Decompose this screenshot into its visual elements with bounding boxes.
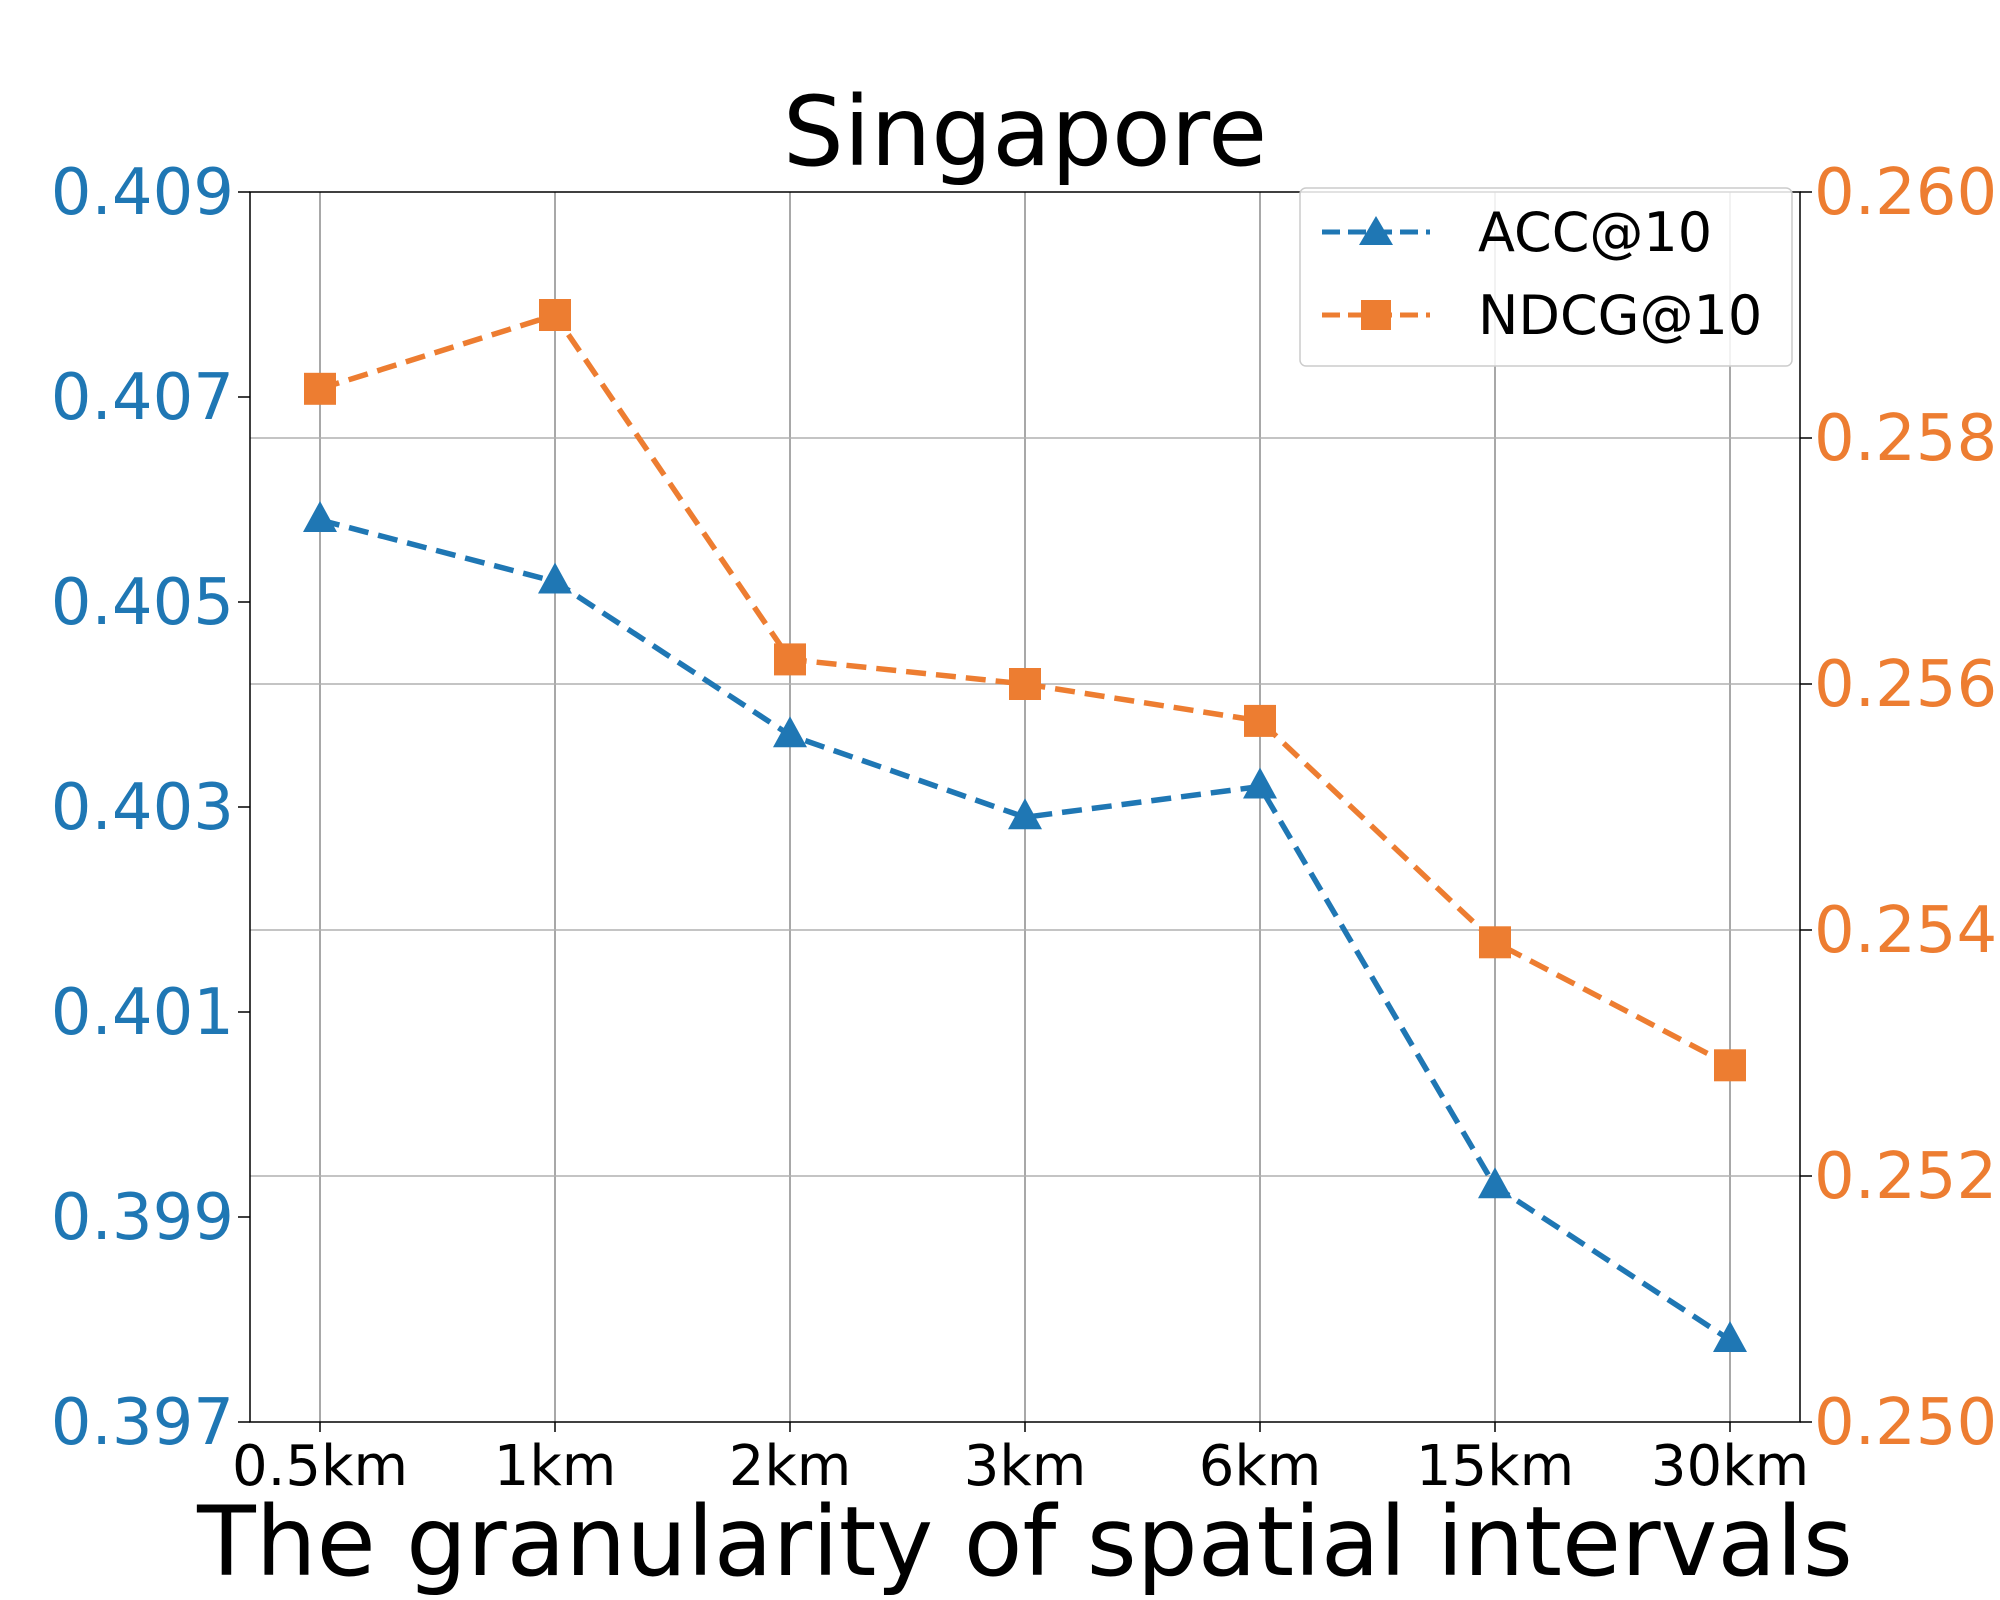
data-point-ndcg-10: [1009, 668, 1041, 700]
x-tick-label: 2km: [729, 1434, 852, 1499]
x-tick-label: 6km: [1199, 1434, 1322, 1499]
legend-acc-marker: [1359, 216, 1393, 245]
y-left-tick-label: 0.409: [51, 156, 234, 230]
legend: ACC@10 NDCG@10: [1299, 187, 1793, 367]
data-point-acc-10: [1478, 1167, 1512, 1199]
legend-box: [1299, 187, 1793, 367]
data-point-acc-10: [538, 562, 572, 594]
y-left-tick-label: 0.403: [51, 771, 234, 845]
series: [303, 299, 1747, 1352]
y-right-tick-label: 0.250: [1814, 1386, 1997, 1460]
chart-title: Singapore: [783, 76, 1267, 188]
y-right-tick-label: 0.256: [1814, 648, 1997, 722]
y-left-tick-label: 0.405: [51, 566, 234, 640]
data-point-ndcg-10: [304, 372, 336, 405]
legend-ndcg-label: NDCG@10: [1478, 284, 1762, 347]
data-point-ndcg-10: [1714, 1049, 1746, 1082]
data-point-acc-10: [1713, 1321, 1747, 1352]
data-point-ndcg-10: [1479, 926, 1511, 959]
x-tick-label: 30km: [1651, 1434, 1809, 1499]
y-right-tick-label: 0.260: [1814, 156, 1997, 230]
x-tick-label: 1km: [494, 1434, 617, 1499]
x-tick-label: 15km: [1416, 1434, 1574, 1499]
y-right-tick-label: 0.252: [1814, 1140, 1997, 1214]
x-tick-label: 3km: [964, 1434, 1087, 1499]
data-point-acc-10: [773, 716, 807, 748]
y-right-tick-label: 0.258: [1814, 402, 1997, 476]
y-right-tick-label: 0.254: [1814, 894, 1997, 968]
y-left-tick-label: 0.401: [51, 976, 234, 1050]
x-tick-label: 0.5km: [232, 1434, 408, 1499]
y-left-tick-label: 0.399: [51, 1181, 234, 1255]
y-left-tick-label: 0.397: [51, 1386, 234, 1460]
legend-acc-label: ACC@10: [1478, 201, 1712, 264]
data-point-ndcg-10: [774, 643, 806, 676]
data-point-acc-10: [303, 501, 337, 532]
data-point-ndcg-10: [539, 299, 571, 331]
data-point-acc-10: [1243, 767, 1277, 799]
data-point-acc-10: [1008, 798, 1042, 830]
data-point-ndcg-10: [1244, 704, 1276, 737]
y-left-tick-label: 0.407: [51, 361, 234, 435]
x-axis-label: The granularity of spatial intervals: [196, 1486, 1853, 1598]
axes: 0.5km 1km 2km 3km 6km 15km 30km 0.397 0.399 0.401…: [51, 156, 1997, 1499]
legend-ndcg-marker: [1361, 300, 1391, 330]
